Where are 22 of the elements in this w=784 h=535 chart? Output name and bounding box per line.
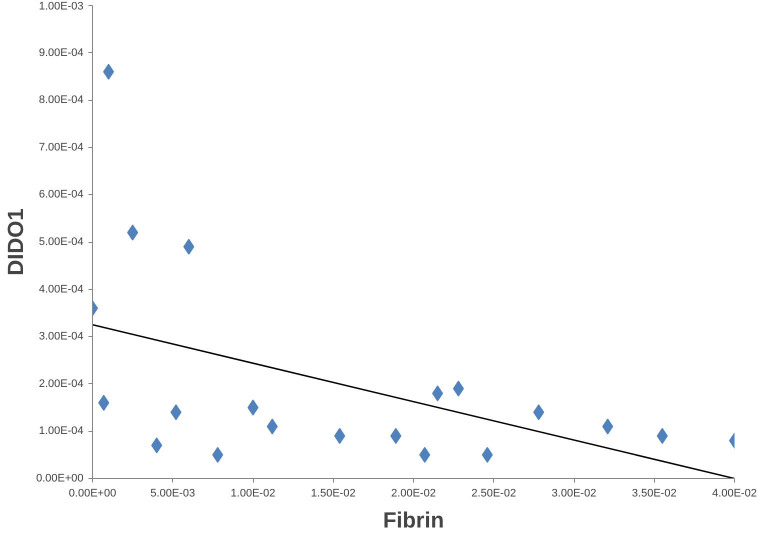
- y-tick-label: 3.00E-04: [38, 330, 84, 343]
- y-tick-label: 0.00E+00: [36, 472, 84, 484]
- x-tick-label: 0.00E+00: [68, 488, 116, 500]
- x-tick-label: 1.00E-02: [230, 488, 276, 500]
- x-tick-label: 2.50E-02: [471, 488, 516, 500]
- y-axis-title: DIDO1: [3, 208, 28, 276]
- x-tick-label: 3.50E-02: [632, 488, 677, 500]
- y-tick-label: 5.00E-04: [38, 236, 84, 248]
- y-tick-label: 9.00E-04: [38, 46, 84, 59]
- x-axis-title: Fibrin: [382, 508, 444, 532]
- y-tick-label: 7.00E-04: [38, 141, 84, 154]
- x-tick-label: 2.00E-02: [391, 488, 436, 500]
- y-tick-label: 2.00E-04: [38, 378, 84, 390]
- x-tick-label: 5.00E-03: [150, 488, 196, 500]
- y-tick-label: 1.00E-04: [38, 425, 84, 438]
- y-tick-label: 1.00E-03: [38, 0, 84, 12]
- x-tick-label: 1.50E-02: [310, 488, 356, 500]
- y-tick-label: 6.00E-04: [38, 188, 84, 201]
- y-tick-label: 8.00E-04: [38, 94, 84, 106]
- y-tick-label: 4.00E-04: [38, 283, 84, 296]
- x-tick-label: 4.00E-02: [712, 488, 757, 500]
- x-tick-label: 3.00E-02: [552, 488, 596, 500]
